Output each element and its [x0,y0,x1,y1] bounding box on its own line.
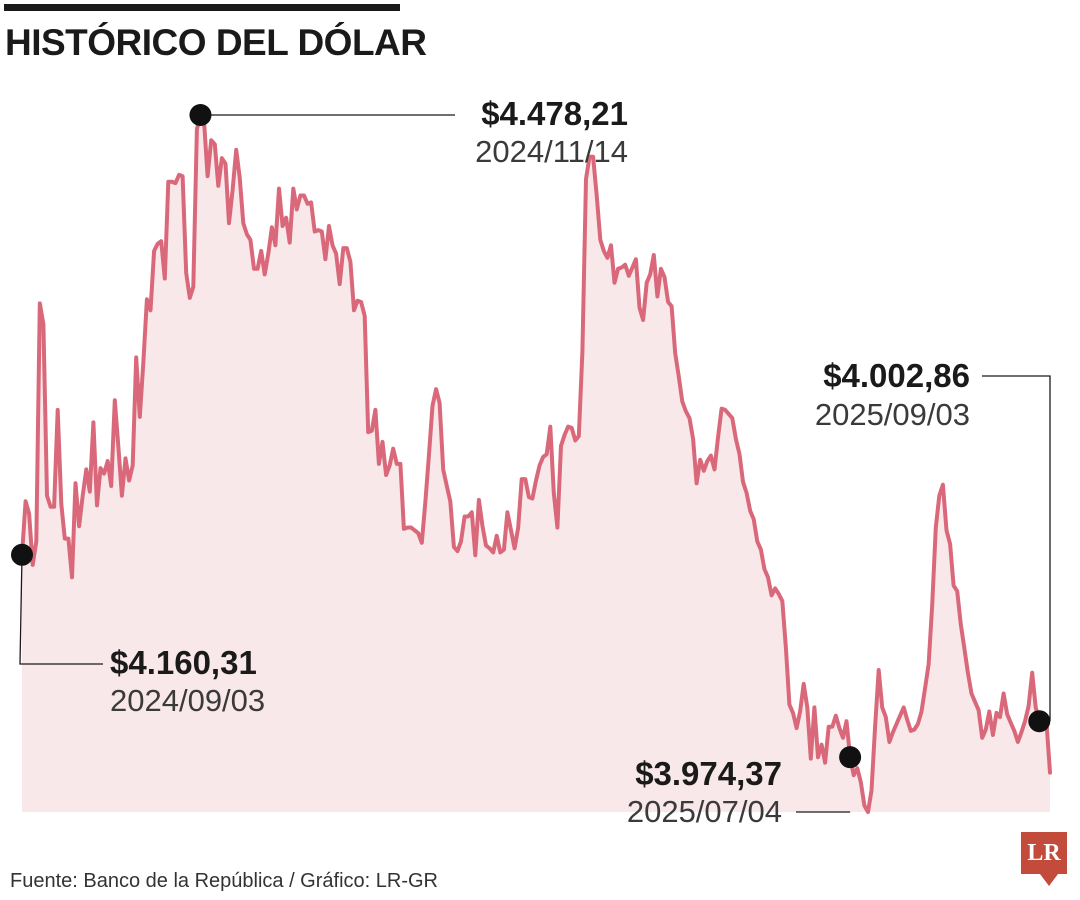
annotation-marker-last [1028,710,1051,733]
annotation-date-min: 2025/07/04 [627,794,782,829]
series-line [20,113,1052,814]
chart-title: HISTÓRICO DEL DÓLAR [5,22,427,63]
annotation-value-last: $4.002,86 [823,357,970,394]
lr-logo: LR [1021,832,1067,874]
annotation-value-max: $4.478,21 [481,95,628,132]
lr-logo-tail [1040,874,1058,886]
annotation-date-last: 2025/09/03 [815,397,970,432]
annotation-date-max: 2024/11/14 [475,134,628,169]
annotation-value-min: $3.974,37 [635,755,782,792]
annotation-value-first: $4.160,31 [110,644,257,681]
annotation-leader-first [19,554,103,665]
source-note: Fuente: Banco de la República / Gráfico:… [10,870,438,892]
annotation-marker-min [839,746,862,769]
annotation-marker-max [189,104,212,126]
annotation-leader-last [982,375,1051,722]
annotation-marker-first [11,543,33,566]
title-rule [4,4,400,11]
area-fill [22,115,1050,812]
annotation-date-first: 2024/09/03 [110,683,265,718]
